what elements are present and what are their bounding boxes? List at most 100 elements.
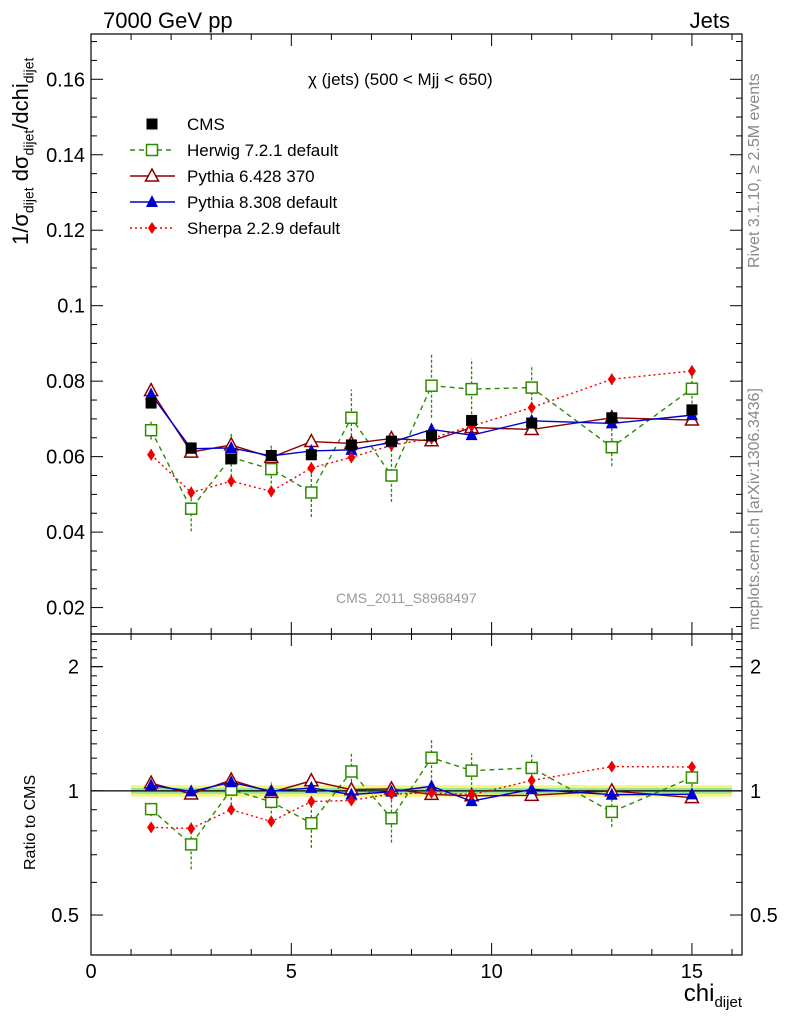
y-tick-label: 0.14 — [46, 145, 85, 167]
data-point — [465, 428, 478, 441]
data-point — [686, 404, 698, 416]
data-point — [305, 486, 318, 499]
data-point — [187, 486, 196, 499]
legend-label: Pythia 8.308 default — [187, 193, 338, 212]
data-point — [345, 439, 357, 451]
y-tick-label: 0.16 — [46, 69, 85, 91]
data-point — [305, 449, 317, 461]
data-point — [426, 430, 438, 442]
y-tick-label: 0.08 — [46, 371, 85, 393]
legend-marker — [145, 143, 159, 157]
ratio-data-point — [267, 815, 276, 828]
data-point — [265, 462, 278, 476]
series-cms — [145, 397, 698, 465]
data-point — [347, 451, 356, 464]
legend-marker — [148, 222, 156, 234]
ratio-frame — [90, 633, 743, 956]
data-point — [607, 373, 616, 386]
y-title-sub3: dijet — [20, 57, 37, 84]
ratio-data-point — [347, 794, 356, 807]
legend-entry-pythia-8-308-default: Pythia 8.308 default — [130, 193, 338, 212]
x-tick-label: 5 — [286, 961, 297, 983]
data-point — [606, 412, 618, 424]
ratio-data-point — [345, 787, 358, 800]
legend-entry-sherpa-2-2-9-default: Sherpa 2.2.9 default — [130, 219, 340, 238]
ratio-y-tick-label-right: 1 — [750, 781, 761, 803]
data-point — [385, 469, 398, 482]
data-point — [605, 440, 619, 454]
ratio-data-point — [145, 778, 158, 791]
data-point — [147, 448, 156, 461]
ratio-y-tick-label: 2 — [68, 657, 79, 679]
ratio-data-point — [187, 822, 196, 835]
data-point — [525, 381, 538, 394]
ratio-data-point — [185, 784, 198, 797]
series-line — [150, 370, 692, 494]
jets-label: Jets — [689, 8, 730, 33]
ratio-y-axis-title: Ratio to CMS — [22, 774, 39, 870]
ratio-data-point — [523, 786, 540, 802]
x-tick-label: 0 — [85, 961, 96, 983]
ratio-panel: 0 5 10 15 0.5 0.5 1 1 2 2 — [51, 633, 778, 983]
legend-label: Pythia 6.428 370 — [187, 167, 315, 186]
series-line — [150, 393, 692, 457]
data-point — [185, 442, 197, 454]
ratio-data-point — [527, 774, 536, 787]
ratio-data-point — [305, 816, 318, 830]
ratio-data-point — [605, 805, 619, 819]
ratio-y-tick-label-right: 2 — [750, 657, 761, 679]
data-point — [267, 485, 276, 498]
ratio-data-point — [345, 765, 358, 778]
y-tick-label: 0.02 — [46, 598, 85, 620]
ratio-data-point — [184, 838, 198, 851]
legend-entry-pythia-6-428-370: Pythia 6.428 370 — [130, 167, 315, 186]
data-point — [144, 423, 158, 437]
y-tick-label: 0.06 — [46, 447, 85, 469]
y-title-sub2: dijet — [20, 129, 37, 156]
ratio-data-point — [605, 787, 618, 800]
data-point — [225, 440, 238, 453]
series-line — [150, 390, 692, 459]
data-point — [225, 453, 237, 465]
legend-marker — [144, 167, 160, 182]
legend-label: Sherpa 2.2.9 default — [187, 219, 340, 238]
series-sherpa-2-2-9-default — [147, 364, 696, 499]
ratio-data-point — [607, 760, 616, 773]
y-title-mid: dσ — [8, 155, 33, 188]
main-panel: 0.02 0.04 0.06 0.08 0.1 0.12 0.14 0.16 — [46, 33, 743, 635]
x-tick-label: 10 — [480, 961, 502, 983]
data-point — [145, 387, 158, 400]
ratio-data-point — [385, 812, 398, 825]
y-tick-label: 0.04 — [46, 522, 85, 544]
ratio-data-point — [525, 761, 538, 775]
x-title-main: chi — [683, 980, 715, 1007]
x-axis-title: chidijet — [684, 980, 742, 1011]
ratio-data-point — [687, 761, 696, 774]
data-point — [425, 379, 438, 392]
ratio-data-point — [427, 786, 436, 799]
ratio-y-tick-label: 1 — [68, 781, 79, 803]
data-point — [687, 364, 696, 377]
ratio-series-line — [150, 781, 692, 802]
ratio-data-point — [685, 771, 699, 784]
data-point — [526, 417, 538, 429]
y-title-mid2: /dchi — [8, 83, 33, 130]
legend-marker — [146, 118, 158, 130]
data-point — [685, 382, 699, 395]
legend-entry-cms: CMS — [146, 115, 225, 134]
legend-label: Herwig 7.2.1 default — [187, 141, 338, 160]
ratio-data-point — [225, 775, 238, 788]
ratio-data-point — [525, 782, 538, 795]
ratio-data-point — [305, 780, 318, 793]
plot-title: χ (jets) (500 < Mjj < 650) — [308, 70, 493, 89]
mcplots-label: mcplots.cern.ch [arXiv:1306.3436] — [746, 388, 763, 630]
y-title-sub1: dijet — [20, 187, 37, 214]
ratio-data-point — [147, 821, 156, 834]
y-title-prefix: 1/σ — [8, 213, 33, 245]
data-point — [527, 401, 536, 414]
ratio-data-point — [265, 784, 278, 797]
ratio-data-point — [144, 802, 158, 816]
legend-entry-herwig-7-2-1-default: Herwig 7.2.1 default — [130, 141, 338, 160]
x-tick-label: 15 — [681, 961, 703, 983]
